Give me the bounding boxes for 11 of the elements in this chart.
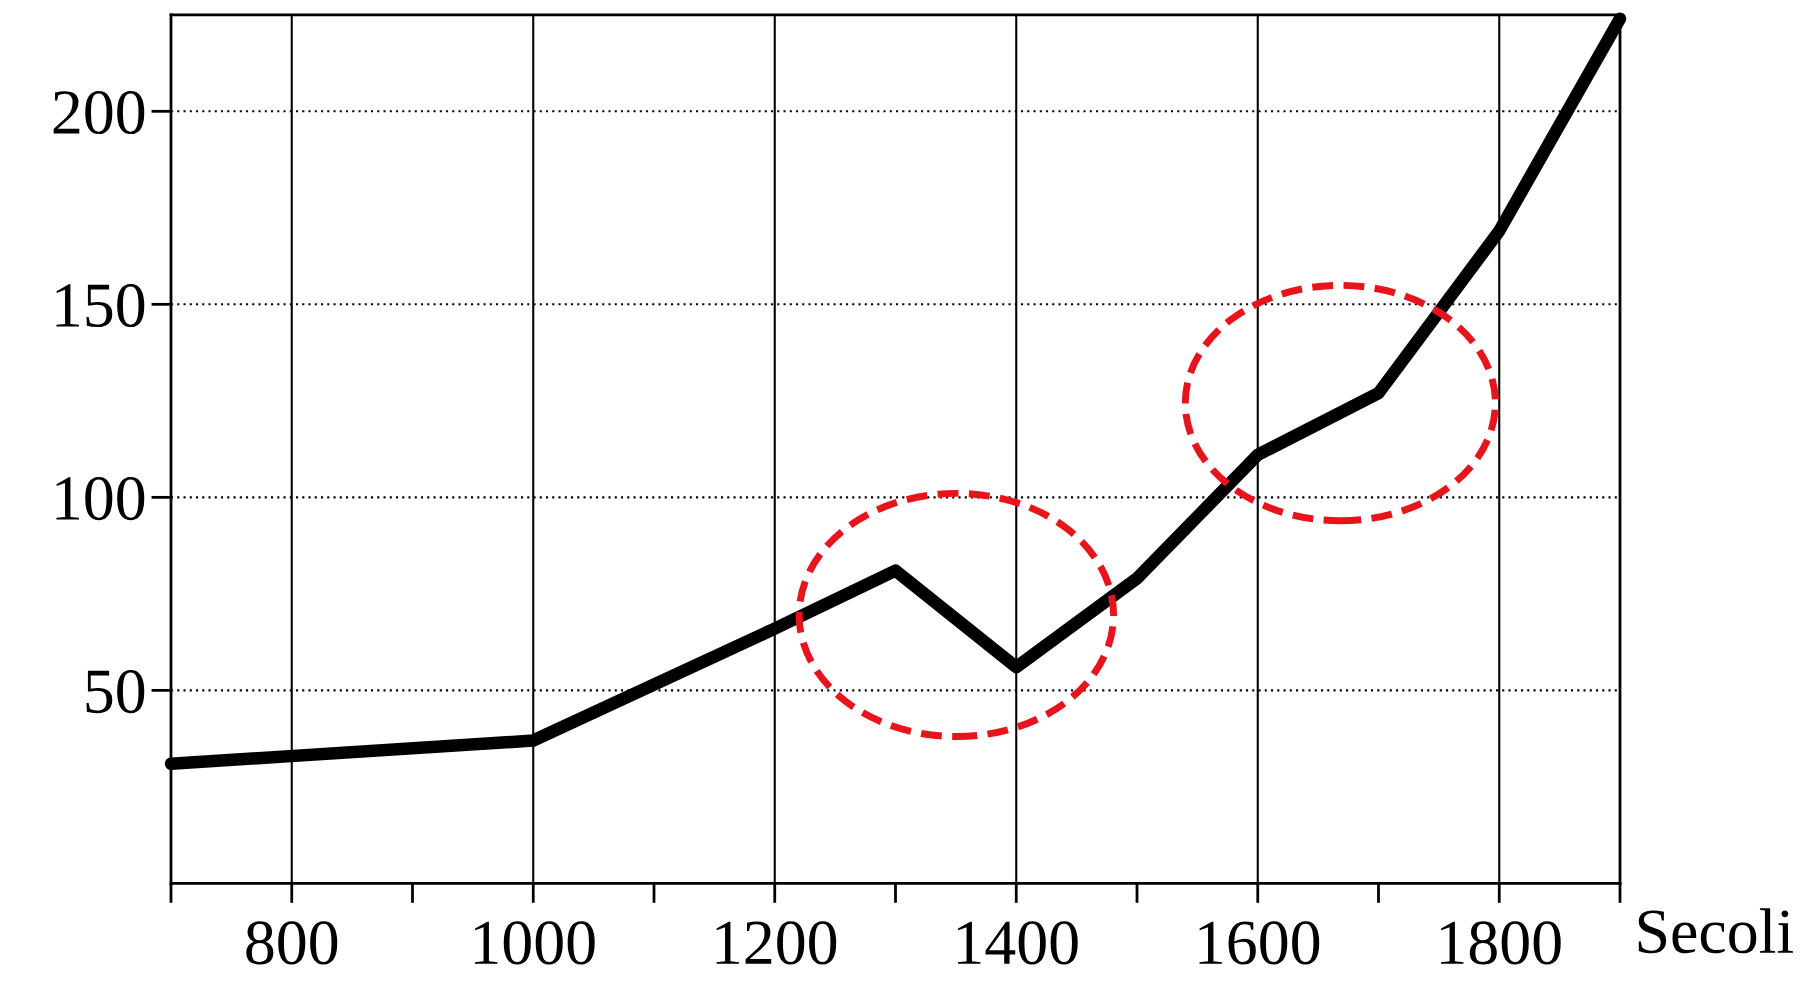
y-tick-label: 50 <box>86 670 145 714</box>
y-tick-label: 100 <box>56 477 145 521</box>
x-tick-label: 1600 <box>1199 921 1320 965</box>
x-axis-title: Secoli <box>1638 908 1793 954</box>
x-tick-label: 800 <box>246 921 338 965</box>
x-tick-label: 1200 <box>716 921 837 965</box>
x-tick-label: 1400 <box>957 921 1078 965</box>
y-tick-label: 150 <box>56 284 145 328</box>
y-tick-label: 200 <box>53 90 145 135</box>
x-tick-label: 1800 <box>1440 921 1561 965</box>
x-tick-label: 1000 <box>474 921 595 965</box>
